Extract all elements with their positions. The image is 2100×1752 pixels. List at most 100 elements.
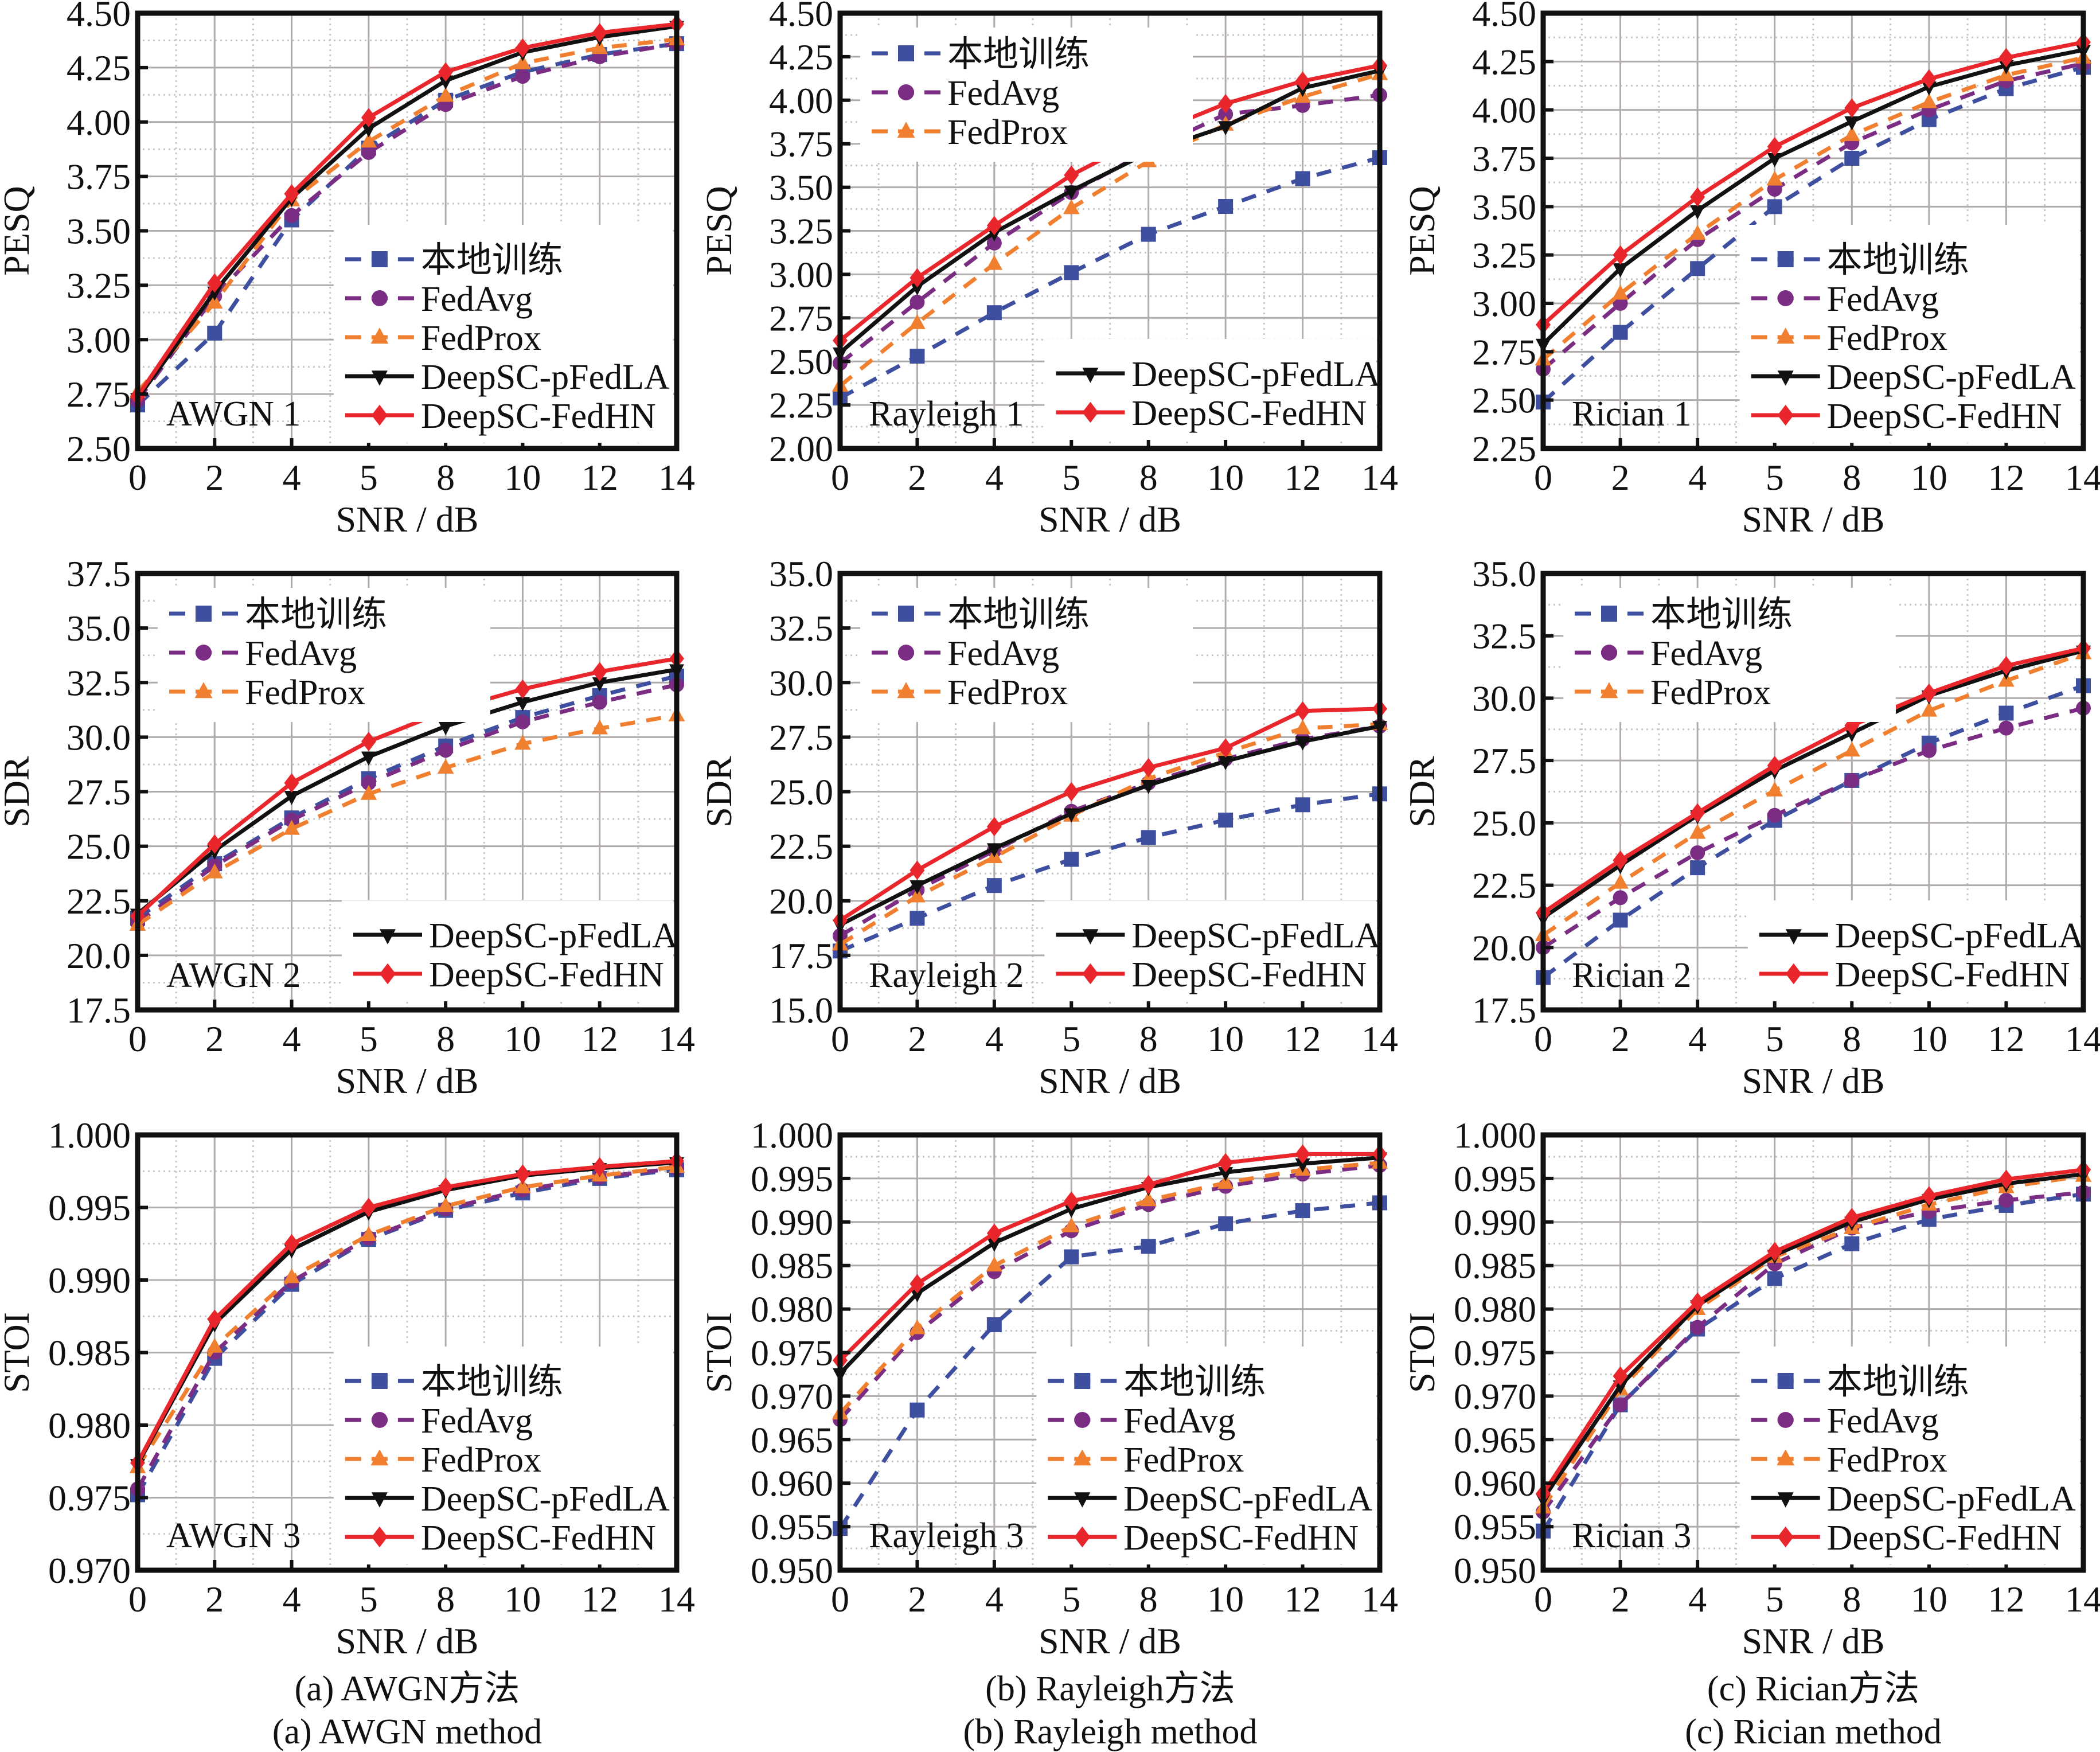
x-tick-label: 10 <box>1911 1579 1947 1620</box>
y-tick-label: 4.25 <box>769 37 833 77</box>
series-line-4 <box>1541 48 2084 346</box>
y-tick-label: 2.50 <box>769 341 833 382</box>
legend-label: FedAvg <box>1827 1402 1939 1441</box>
data-point <box>1766 781 1783 797</box>
series-line-2 <box>136 682 677 924</box>
legend-label: FedProx <box>1123 1441 1244 1480</box>
data-point <box>1690 1292 1705 1312</box>
legend-background <box>158 588 490 722</box>
data-point <box>1767 1271 1782 1286</box>
caption-en-b: (b) Rayleigh method <box>963 1712 1257 1751</box>
legend-label: DeepSC-FedHN <box>421 1519 656 1558</box>
legend-marker-triangle-up <box>370 327 389 344</box>
data-point <box>1844 116 1860 131</box>
data-point <box>438 721 454 735</box>
y-tick-label: 2.00 <box>769 428 833 469</box>
x-tick-label: 4 <box>985 457 1004 498</box>
y-tick-label: 4.50 <box>769 0 833 34</box>
legend-background <box>1739 1347 2080 1564</box>
x-tick-label: 2 <box>908 457 926 498</box>
legend-background <box>1044 900 1376 1001</box>
legend-item: FedProx <box>345 1441 541 1480</box>
legend: 本地训练FedAvgFedProxDeepSC-pFedLADeepSC-Fed… <box>1739 225 2080 443</box>
y-tick-label: 3.75 <box>67 157 131 197</box>
series-line-1 <box>1541 1192 2084 1532</box>
legend-label: FedProx <box>421 319 541 358</box>
data-point <box>361 108 376 128</box>
legend-label: 本地训练 <box>421 1363 563 1402</box>
data-point <box>1218 1167 1234 1181</box>
y-tick-label: 2.25 <box>769 385 833 426</box>
legend-label: FedProx <box>947 113 1068 152</box>
x-tick-label: 14 <box>1361 1579 1398 1620</box>
data-point <box>1921 701 1938 717</box>
data-point <box>986 1317 1002 1332</box>
legend-marker-diamond <box>1785 963 1802 985</box>
series-line-4 <box>1541 1172 2084 1500</box>
caption-en-a: (a) AWGN method <box>272 1712 542 1751</box>
legend-item: DeepSC-FedHN <box>345 397 656 436</box>
data-point <box>1767 199 1782 214</box>
legend-label: DeepSC-pFedLA <box>421 358 670 397</box>
legend-label: FedAvg <box>245 634 357 673</box>
legend-background <box>333 1347 673 1564</box>
data-point <box>1218 93 1234 114</box>
data-point <box>514 735 531 750</box>
x-tick-label: 2 <box>908 1019 926 1059</box>
y-tick-label: 37.5 <box>67 553 131 594</box>
legend-background <box>1036 1347 1376 1564</box>
legend-marker-square <box>1777 1373 1794 1389</box>
panel-tag: Rician 3 <box>1572 1516 1691 1555</box>
legend-marker-square <box>371 251 388 267</box>
legend-item: 本地训练 <box>1048 1363 1266 1402</box>
y-tick-label: 0.950 <box>1454 1550 1536 1591</box>
legend-label: DeepSC-FedHN <box>1835 955 2070 994</box>
y-axis-label: STOI <box>0 1312 37 1393</box>
y-tick-label: 3.00 <box>1472 283 1536 324</box>
legend-item: FedProx <box>1751 1441 1947 1480</box>
legend-label: FedProx <box>1827 1441 1947 1480</box>
data-point <box>1613 890 1628 906</box>
y-tick-label: 17.5 <box>67 990 131 1031</box>
legend-marker-triangle-up <box>1777 327 1795 344</box>
caption-zh-c: (c) Rician方法 <box>1707 1669 1919 1708</box>
panel-tag: Rayleigh 1 <box>869 395 1024 434</box>
y-tick-label: 0.975 <box>48 1478 131 1519</box>
data-point <box>1613 850 1628 870</box>
axes: 0 2 4 5 8 10 12 14 2.002.252.502.753.003.253.503… <box>698 0 1398 540</box>
y-tick-label: 2.50 <box>1472 380 1536 421</box>
data-point <box>1613 1366 1628 1386</box>
legend-marker-diamond <box>1082 401 1099 423</box>
series-line-3 <box>1541 1173 2084 1509</box>
legend: 本地训练FedAvgFedProxDeepSC-pFedLADeepSC-Fed… <box>1739 1347 2080 1564</box>
data-point <box>1141 227 1156 242</box>
data-point <box>1767 755 1782 775</box>
legend-item: DeepSC-pFedLA <box>1751 1480 2076 1519</box>
data-point <box>1141 779 1156 794</box>
data-point <box>1690 1320 1705 1335</box>
legend-item: FedProx <box>1751 319 1947 358</box>
data-point <box>207 325 223 341</box>
y-tick-label: 27.5 <box>67 772 131 813</box>
x-tick-label: 5 <box>1766 1019 1784 1059</box>
panel-tag: AWGN 3 <box>166 1516 300 1555</box>
legend-label: 本地训练 <box>947 35 1090 74</box>
data-point <box>514 54 531 69</box>
data-point <box>1767 1242 1782 1262</box>
x-tick-label: 14 <box>2065 457 2100 498</box>
y-tick-label: 22.5 <box>769 826 833 867</box>
axes: 0 2 4 5 8 10 12 14 15.0 17.5 20.0 22.5 25.0 27.5 30.0 3… <box>698 553 1398 1101</box>
legend-item: DeepSC-pFedLA <box>353 916 678 955</box>
x-tick-label: 12 <box>581 1019 618 1059</box>
y-tick-label: 0.965 <box>1454 1419 1536 1460</box>
legend-item: DeepSC-FedHN <box>1056 394 1367 433</box>
y-tick-label: 0.960 <box>751 1463 833 1504</box>
x-tick-label: 0 <box>831 457 849 498</box>
panel-tag: Rician 1 <box>1572 395 1691 434</box>
data-point <box>361 775 376 791</box>
legend-label: DeepSC-FedHN <box>1131 955 1367 994</box>
legend-item: FedAvg <box>345 1402 533 1441</box>
y-tick-label: 0.955 <box>1454 1507 1536 1547</box>
data-point <box>1063 1217 1080 1232</box>
